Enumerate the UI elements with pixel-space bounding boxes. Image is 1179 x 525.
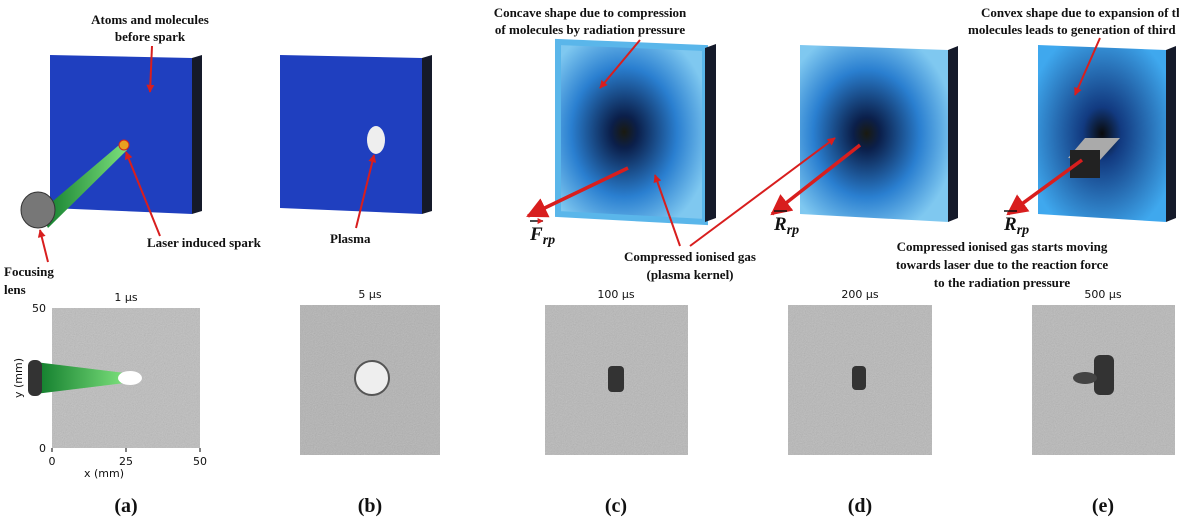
- y-axis-label: y (mm): [12, 358, 25, 398]
- annotation: Compressed ionised gas starts moving: [897, 239, 1108, 254]
- x-tick-label: 0: [49, 455, 56, 468]
- time-label: 1 µs: [114, 291, 137, 304]
- annotation: towards laser due to the reaction force: [896, 257, 1109, 272]
- force-label: Frp: [529, 224, 555, 248]
- annotation: molecules leads to generation of third l…: [968, 22, 1179, 37]
- plates: [21, 42, 1176, 228]
- annotation: before spark: [115, 29, 186, 44]
- pointer: [40, 230, 48, 262]
- plasma-blob: [608, 366, 624, 392]
- force-subscript: rp: [1017, 223, 1029, 238]
- x-axis-label: x (mm): [84, 467, 124, 480]
- plate: [800, 45, 948, 222]
- panel-label: (c): [605, 495, 627, 517]
- force-symbol: R: [773, 214, 787, 235]
- plate: [280, 55, 422, 214]
- annotation: of molecules by radiation pressure: [495, 22, 685, 37]
- figure: Atoms and molecules before spark Laser i…: [0, 0, 1179, 525]
- plasma-blob: [355, 361, 389, 395]
- time-label: 100 µs: [597, 288, 634, 301]
- annotation: Compressed ionised gas: [624, 249, 756, 264]
- plate-side: [1166, 46, 1176, 222]
- plasma-blob: [852, 366, 866, 390]
- plasma-lobe: [1073, 372, 1097, 384]
- force-label: Rrp: [773, 214, 799, 238]
- plate-side: [948, 46, 958, 222]
- y-tick-label: 50: [32, 302, 46, 315]
- annotation: Plasma: [330, 231, 371, 246]
- plasma-blob: [1094, 355, 1114, 395]
- x-tick-label: 50: [193, 455, 207, 468]
- panel-label: (e): [1092, 495, 1114, 517]
- annotation: lens: [4, 282, 26, 297]
- force-symbol: R: [1003, 214, 1017, 235]
- plate: [1038, 45, 1166, 222]
- annotation: Concave shape due to compression: [494, 5, 687, 20]
- plasma-blob: [118, 371, 142, 385]
- annotation: to the radiation pressure: [934, 275, 1071, 290]
- time-label: 500 µs: [1084, 288, 1121, 301]
- force-label: Rrp: [1003, 214, 1029, 238]
- force-symbol: F: [529, 224, 543, 245]
- time-label: 5 µs: [358, 288, 381, 301]
- plate-side: [422, 55, 432, 214]
- lens: [28, 360, 42, 396]
- panel-label: (b): [358, 495, 382, 517]
- annotation: Laser induced spark: [147, 235, 262, 250]
- force-subscript: rp: [787, 223, 799, 238]
- plate: [558, 42, 705, 222]
- annotation: (plasma kernel): [646, 267, 733, 282]
- panel-label: (d): [848, 495, 872, 517]
- force-subscript: rp: [543, 233, 555, 248]
- plate-side: [192, 55, 202, 214]
- panel-label: (a): [114, 495, 137, 517]
- plate-side: [705, 44, 716, 222]
- lens: [21, 192, 55, 228]
- plasma-blob: [367, 126, 385, 154]
- annotation: Convex shape due to expansion of the: [981, 5, 1179, 20]
- annotation: Focusing: [4, 264, 54, 279]
- annotation: Atoms and molecules: [91, 12, 209, 27]
- time-label: 200 µs: [841, 288, 878, 301]
- photos: [28, 305, 1175, 455]
- y-tick-label: 0: [39, 442, 46, 455]
- spark: [119, 140, 129, 150]
